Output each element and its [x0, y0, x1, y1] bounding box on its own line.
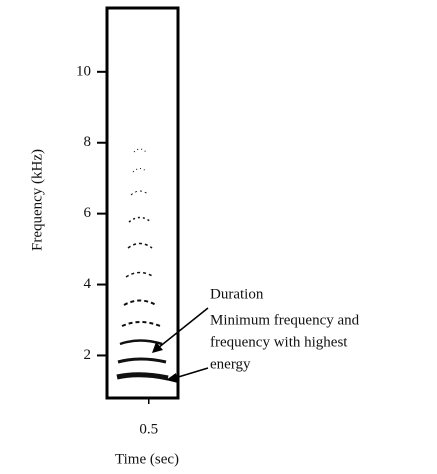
arrow-line [174, 367, 209, 379]
y-tick-label: 2 [84, 347, 92, 363]
y-axis-label: Frequency (kHz) [29, 149, 45, 251]
arrow-head [152, 342, 163, 353]
harmonic [117, 357, 167, 364]
y-tick-label: 6 [84, 205, 92, 221]
annotation: Duration [210, 286, 264, 302]
harmonic [125, 271, 155, 278]
y-tick-label: 8 [84, 134, 92, 150]
arrow-head [166, 373, 178, 383]
y-tick-label: 4 [84, 276, 92, 292]
harmonic [121, 321, 161, 327]
y-tick-label: 10 [76, 63, 91, 79]
x-tick-label: 0.5 [139, 421, 158, 437]
harmonic [119, 339, 163, 346]
plot-frame [105, 6, 180, 400]
harmonic [130, 190, 150, 196]
arrows [152, 307, 209, 383]
harmonic [127, 242, 153, 249]
annotation: frequency with highest [210, 334, 348, 350]
annotation: energy [210, 356, 251, 372]
annotation: Minimum frequency and [210, 312, 360, 328]
harmonic [123, 299, 157, 306]
spectrogram-harmonics [116, 148, 169, 381]
x-axis-label: Time (sec) [115, 451, 179, 467]
harmonic [116, 372, 169, 381]
arrow-line [157, 307, 209, 349]
harmonic [133, 148, 147, 153]
